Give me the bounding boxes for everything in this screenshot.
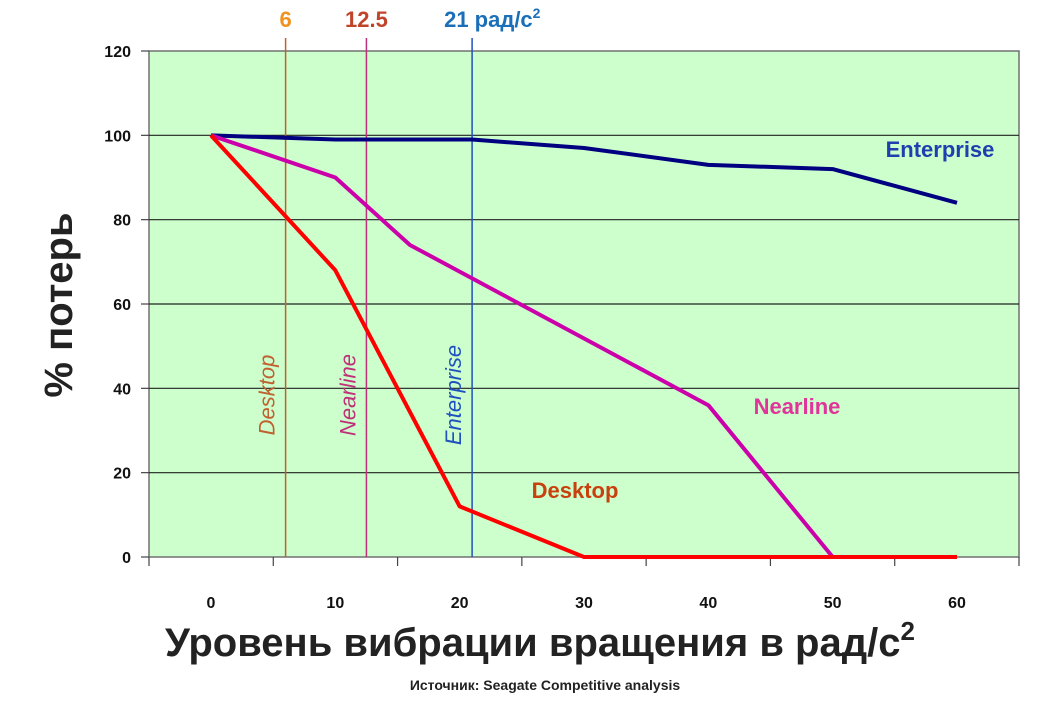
y-tick-label: 40 [113,381,131,398]
threshold-top-label: 12.5 [345,7,388,32]
series-label-desktop: Desktop [532,478,619,503]
series-label-nearline: Nearline [754,394,841,419]
series-labels: Enterprise Nearline Desktop [532,137,995,503]
series-enterprise-line [210,133,958,205]
source-note: Источник: Seagate Competitive analysis [410,677,681,693]
y-tick-label: 120 [104,44,131,61]
threshold-line-label: Desktop [255,355,280,436]
y-tick-label: 0 [122,550,131,567]
gridlines [149,134,1019,474]
x-tick-label: 10 [326,595,344,612]
y-axis-ticks: 0 20 40 60 80 100 120 [104,44,149,567]
x-tick-label: 40 [699,595,717,612]
y-tick-label: 100 [104,128,131,145]
series-label-enterprise: Enterprise [886,137,995,162]
series-lines [209,133,958,559]
threshold-top-label: 21 рад/с2 [444,5,541,32]
threshold-top-label: 6 [279,7,291,32]
y-tick-label: 80 [113,213,131,230]
x-tick-label: 30 [575,595,593,612]
y-tick-label: 60 [113,297,131,314]
x-axis-label: Уровень вибрации вращения в рад/с2 [165,616,915,665]
y-tick-label: 20 [113,466,131,483]
threshold-line-label: Enterprise [441,345,466,445]
threshold-lines: 6 Desktop 12.5 Nearline 21 рад/с2 Enterprise [255,5,541,557]
threshold-line-label: Nearline [335,354,360,436]
x-axis-ticks: 0 10 20 30 40 50 60 [148,557,1020,612]
x-tick-label: 0 [207,595,216,612]
x-tick-label: 20 [451,595,469,612]
y-axis-label: % потерь [37,212,81,397]
x-tick-label: 60 [948,595,966,612]
series-desktop-line [209,133,957,559]
x-tick-label: 50 [824,595,842,612]
